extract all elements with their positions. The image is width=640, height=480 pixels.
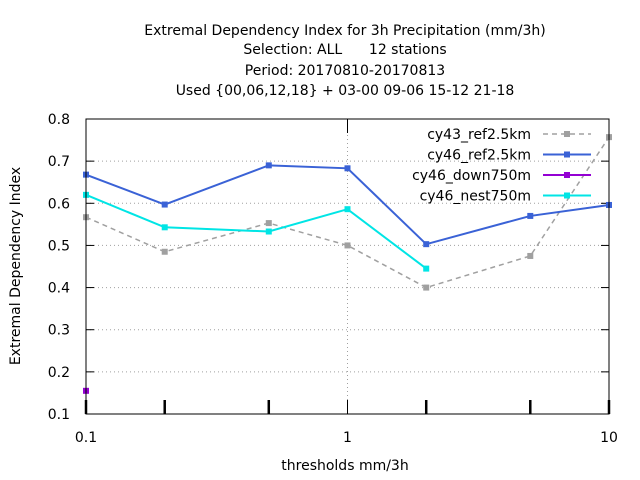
data-point: [265, 162, 272, 169]
title-line-1: Extremal Dependency Index for 3h Precipi…: [144, 23, 545, 39]
data-point: [265, 220, 272, 227]
y-tick-label: 0.7: [48, 154, 70, 170]
data-point: [265, 228, 272, 235]
title-line-4: Used {00,06,12,18} + 03-00 09-06 15-12 2…: [176, 83, 515, 99]
legend-label: cy46_nest750m: [420, 189, 531, 205]
data-point: [344, 242, 351, 249]
legend-item: cy46_nest750m: [420, 189, 591, 205]
legend-label: cy46_ref2.5km: [427, 148, 531, 164]
legend-swatch-marker: [564, 131, 570, 137]
data-point: [161, 224, 168, 231]
chart-title: Extremal Dependency Index for 3h Precipi…: [144, 23, 545, 99]
x-tick-label: 1: [343, 430, 352, 446]
title-line-3: Period: 20170810-20170813: [245, 63, 445, 79]
tick-labels: 0.1 0.2 0.3 0.4 0.5 0.6 0.7 0.8 0.1 1 10: [48, 112, 618, 446]
data-point: [423, 241, 430, 248]
data-point: [161, 248, 168, 255]
legend-label: cy43_ref2.5km: [427, 127, 531, 143]
y-tick-label: 0.3: [48, 323, 70, 339]
x-tick-label: 0.1: [75, 430, 97, 446]
y-tick-label: 0.6: [48, 196, 70, 212]
legend-swatch-marker: [564, 172, 570, 178]
y-tick-label: 0.2: [48, 365, 70, 381]
legend-label: cy46_down750m: [412, 168, 531, 184]
legend-item: cy46_ref2.5km: [427, 148, 591, 164]
legend-item: cy43_ref2.5km: [427, 127, 591, 143]
legend-swatch-marker: [564, 151, 570, 158]
title-line-2: Selection: ALL 12 stations: [243, 42, 446, 58]
data-point: [527, 212, 534, 219]
x-axis-label: thresholds mm/3h: [281, 458, 408, 474]
series-line: [85, 193, 427, 270]
y-tick-label: 0.5: [48, 238, 70, 254]
x-tick-label: 10: [600, 430, 618, 446]
data-point: [527, 252, 534, 259]
data-point: [161, 201, 168, 208]
legend: cy43_ref2.5km cy46_ref2.5km cy46_down750mc…: [412, 127, 591, 205]
y-axis-label: Extremal Dependency Index: [8, 167, 24, 365]
legend-swatch-marker: [564, 192, 570, 199]
y-tick-label: 0.4: [48, 281, 70, 297]
data-point: [423, 265, 430, 272]
data-point: [344, 206, 351, 213]
data-point: [344, 165, 351, 172]
legend-item: cy46_down750m: [412, 168, 591, 184]
data-point: [423, 284, 430, 291]
plot-frame: [85, 118, 610, 415]
y-tick-label: 0.1: [48, 407, 70, 423]
series-cy46_nest750m: [83, 191, 430, 272]
y-tick-label: 0.8: [48, 112, 70, 128]
